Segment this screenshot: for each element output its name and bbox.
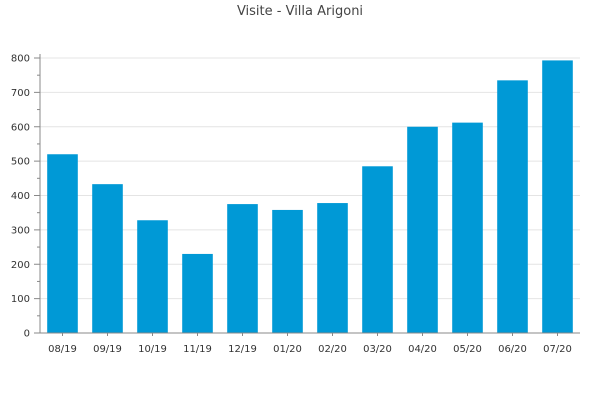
y-tick-label: 800 [11,54,30,65]
y-tick-label: 700 [11,88,30,99]
y-tick-label: 600 [11,122,30,133]
bar [542,60,573,333]
bar [317,203,348,333]
y-tick-label: 100 [11,294,30,305]
y-tick-label: 400 [11,191,30,202]
x-tick-label: 12/19 [228,344,257,355]
bar [407,126,438,333]
x-tick-label: 09/19 [93,344,122,355]
x-tick-label: 10/19 [138,344,167,355]
x-tick-label: 05/20 [453,344,482,355]
bar [182,253,213,333]
x-tick-label: 03/20 [363,344,392,355]
x-tick-label: 11/19 [183,344,212,355]
y-tick-label: 300 [11,225,30,236]
x-tick-label: 07/20 [543,344,572,355]
x-tick-label: 04/20 [408,344,437,355]
bar [497,80,528,333]
bar [452,122,483,333]
bar [137,220,168,333]
bar [272,209,303,333]
x-tick-label: 06/20 [498,344,527,355]
bar [92,184,123,333]
y-tick-label: 0 [24,329,30,340]
y-tick-label: 200 [11,260,30,271]
y-tick-label: 500 [11,157,30,168]
x-tick-label: 08/19 [48,344,77,355]
bar [362,166,393,333]
bar [227,204,258,333]
x-tick-label: 01/20 [273,344,302,355]
bar [47,154,78,333]
x-tick-label: 02/20 [318,344,347,355]
chart-title: Visite - Villa Arigoni [236,4,364,19]
